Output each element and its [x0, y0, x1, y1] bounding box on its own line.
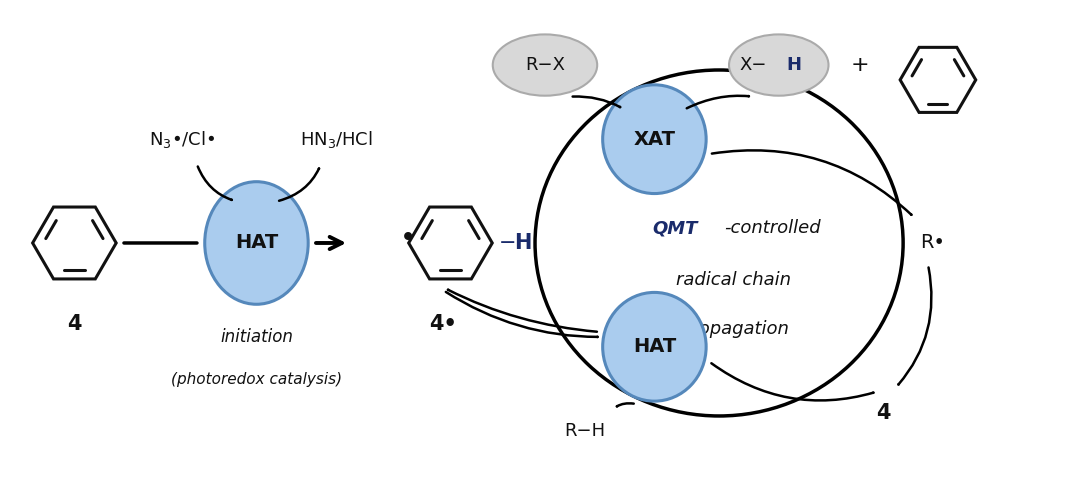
FancyArrowPatch shape	[279, 169, 319, 201]
Ellipse shape	[205, 182, 308, 304]
Text: HAT: HAT	[633, 337, 676, 356]
FancyArrowPatch shape	[712, 150, 912, 215]
Ellipse shape	[603, 85, 706, 194]
FancyArrowPatch shape	[572, 97, 620, 107]
Ellipse shape	[492, 34, 597, 96]
Ellipse shape	[603, 292, 706, 401]
Text: radical chain: radical chain	[676, 270, 792, 288]
Text: propagation: propagation	[679, 320, 788, 338]
Text: 4: 4	[876, 403, 891, 423]
FancyArrowPatch shape	[198, 167, 232, 200]
Text: H: H	[514, 233, 531, 253]
Text: R−X: R−X	[525, 56, 565, 74]
Text: +: +	[851, 55, 869, 75]
Text: •: •	[400, 224, 416, 252]
FancyArrowPatch shape	[899, 268, 931, 384]
Text: QMT: QMT	[652, 219, 698, 237]
Text: H: H	[786, 56, 801, 74]
FancyArrowPatch shape	[448, 290, 597, 332]
FancyArrowPatch shape	[687, 96, 748, 108]
Text: HAT: HAT	[234, 233, 278, 253]
Text: R•: R•	[920, 233, 945, 253]
Text: R−H: R−H	[564, 422, 605, 440]
Text: XAT: XAT	[633, 130, 675, 149]
Text: initiation: initiation	[220, 328, 293, 346]
Text: HN$_3$/HCl: HN$_3$/HCl	[299, 128, 373, 150]
Text: X−: X−	[740, 56, 767, 74]
Text: 4: 4	[67, 314, 82, 334]
Text: (photoredox catalysis): (photoredox catalysis)	[171, 372, 342, 387]
Text: N$_3$•/Cl•: N$_3$•/Cl•	[149, 128, 215, 150]
FancyArrowPatch shape	[617, 403, 634, 406]
Text: 4•: 4•	[430, 314, 458, 334]
Text: -controlled: -controlled	[724, 219, 821, 237]
Text: −: −	[498, 233, 516, 253]
FancyArrowPatch shape	[446, 292, 597, 337]
Ellipse shape	[729, 34, 828, 96]
FancyArrowPatch shape	[712, 363, 874, 400]
